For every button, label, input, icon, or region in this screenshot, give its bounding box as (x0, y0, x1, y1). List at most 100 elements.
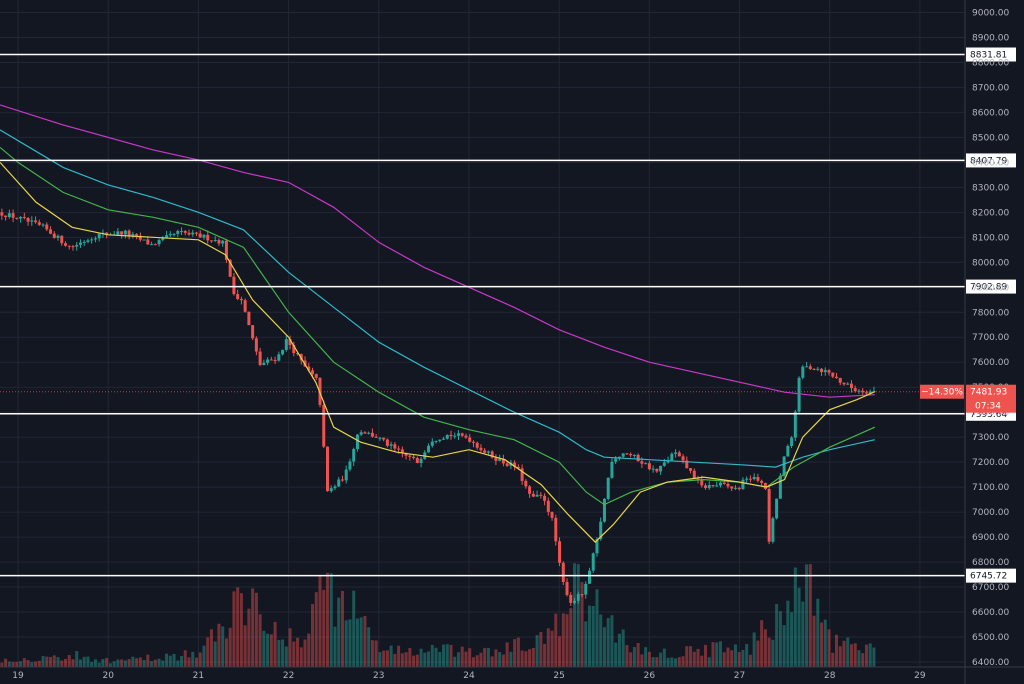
volume-bar (161, 660, 165, 667)
volume-bar (617, 633, 621, 667)
time-axis[interactable]: 19 20 21 22 23 24 25 26 27 28 29 (0, 666, 1024, 681)
volume-bar (509, 651, 513, 667)
volume-bar (221, 626, 225, 667)
candle-body (864, 392, 868, 394)
volume-bar (812, 615, 816, 667)
candle-body (221, 240, 225, 244)
volume-bar (251, 588, 255, 667)
candle-body (752, 476, 756, 480)
volume-bar (550, 630, 554, 667)
volume-bar (651, 657, 655, 667)
candle-body (726, 483, 730, 487)
volume-bar (311, 604, 315, 667)
volume-bar (15, 661, 19, 667)
volume-bar (584, 621, 588, 667)
moving-average-line (0, 161, 876, 543)
volume-bar (427, 651, 431, 667)
candle-body (434, 441, 438, 443)
candle-body (808, 366, 812, 369)
volume-bar (56, 657, 60, 667)
volume-bar (460, 646, 464, 667)
candle-body (801, 366, 805, 378)
time-tick-label: 22 (283, 671, 294, 681)
volume-bar (131, 656, 135, 667)
candle-body (243, 300, 247, 312)
volume-bar (367, 627, 371, 667)
volume-bar (97, 662, 101, 667)
volume-bar (838, 646, 842, 667)
volume-bar (591, 605, 595, 667)
candle-body (655, 468, 659, 472)
volume-bar (120, 659, 124, 667)
time-tick-label: 29 (914, 671, 926, 681)
price-tick-label: 8900.00 (972, 33, 1009, 43)
volume-bar (239, 593, 243, 667)
volume-bar (266, 633, 270, 667)
volume-bar (389, 645, 393, 667)
candle-body (281, 349, 285, 355)
candle-body (621, 453, 625, 457)
volume-bar (11, 661, 15, 667)
level-price-label: 7393.64 (970, 410, 1007, 420)
volume-bar (644, 647, 648, 667)
candle-body (337, 479, 341, 487)
candle-body (307, 366, 311, 371)
volume-bar (606, 618, 610, 667)
candle-body (183, 230, 187, 233)
candle-body (367, 432, 371, 434)
candle-body (404, 452, 408, 456)
candle-body (273, 360, 277, 362)
volume-bar (4, 658, 8, 667)
volume-bar (752, 632, 756, 667)
candle-body (63, 243, 67, 246)
volume-bar (782, 625, 786, 667)
moving-average-line (0, 129, 875, 468)
candle-body (730, 486, 734, 489)
candle-body (138, 235, 142, 240)
volume-bar (63, 658, 67, 667)
candle-body (524, 480, 528, 487)
candle-body (284, 339, 288, 350)
volume-bar (41, 655, 45, 667)
candle-body (797, 377, 801, 412)
candle-body (599, 521, 603, 540)
candle-body (0, 212, 4, 216)
volume-bar (872, 647, 876, 667)
candle-body (835, 376, 839, 379)
volume-bar (67, 655, 71, 667)
volume-bar (704, 644, 708, 667)
volume-bar (337, 597, 341, 667)
time-tick-label: 28 (824, 671, 836, 681)
candle-body (172, 233, 176, 235)
candle-body (131, 234, 135, 236)
candle-body (15, 217, 19, 219)
candle-body (842, 382, 846, 385)
volume-bar (318, 575, 322, 667)
volume-bar (168, 655, 172, 667)
candle-body (389, 444, 393, 446)
candle-body (311, 370, 315, 375)
volume-bar (303, 639, 307, 667)
volume-bar (370, 640, 374, 667)
volume-bar (456, 652, 460, 667)
candle-body (180, 230, 184, 232)
volume-bar (408, 648, 412, 667)
candle-body (584, 583, 588, 595)
candle-body (363, 432, 367, 434)
volume-bar (232, 591, 236, 667)
volume-bar (546, 628, 550, 667)
volume-bar (602, 627, 606, 667)
change-percent-label: −14.30% (921, 388, 963, 398)
candle-body (838, 378, 842, 383)
candle-body (539, 494, 543, 496)
volume-bar (831, 652, 835, 667)
candle-body (681, 456, 685, 461)
candle-body (232, 276, 236, 295)
current-price-tag (966, 384, 1016, 413)
volume-bar (438, 651, 442, 667)
volume-bar (101, 659, 105, 667)
volume-bar (299, 647, 303, 667)
candle-body (135, 234, 139, 236)
volume-bar (486, 648, 490, 667)
